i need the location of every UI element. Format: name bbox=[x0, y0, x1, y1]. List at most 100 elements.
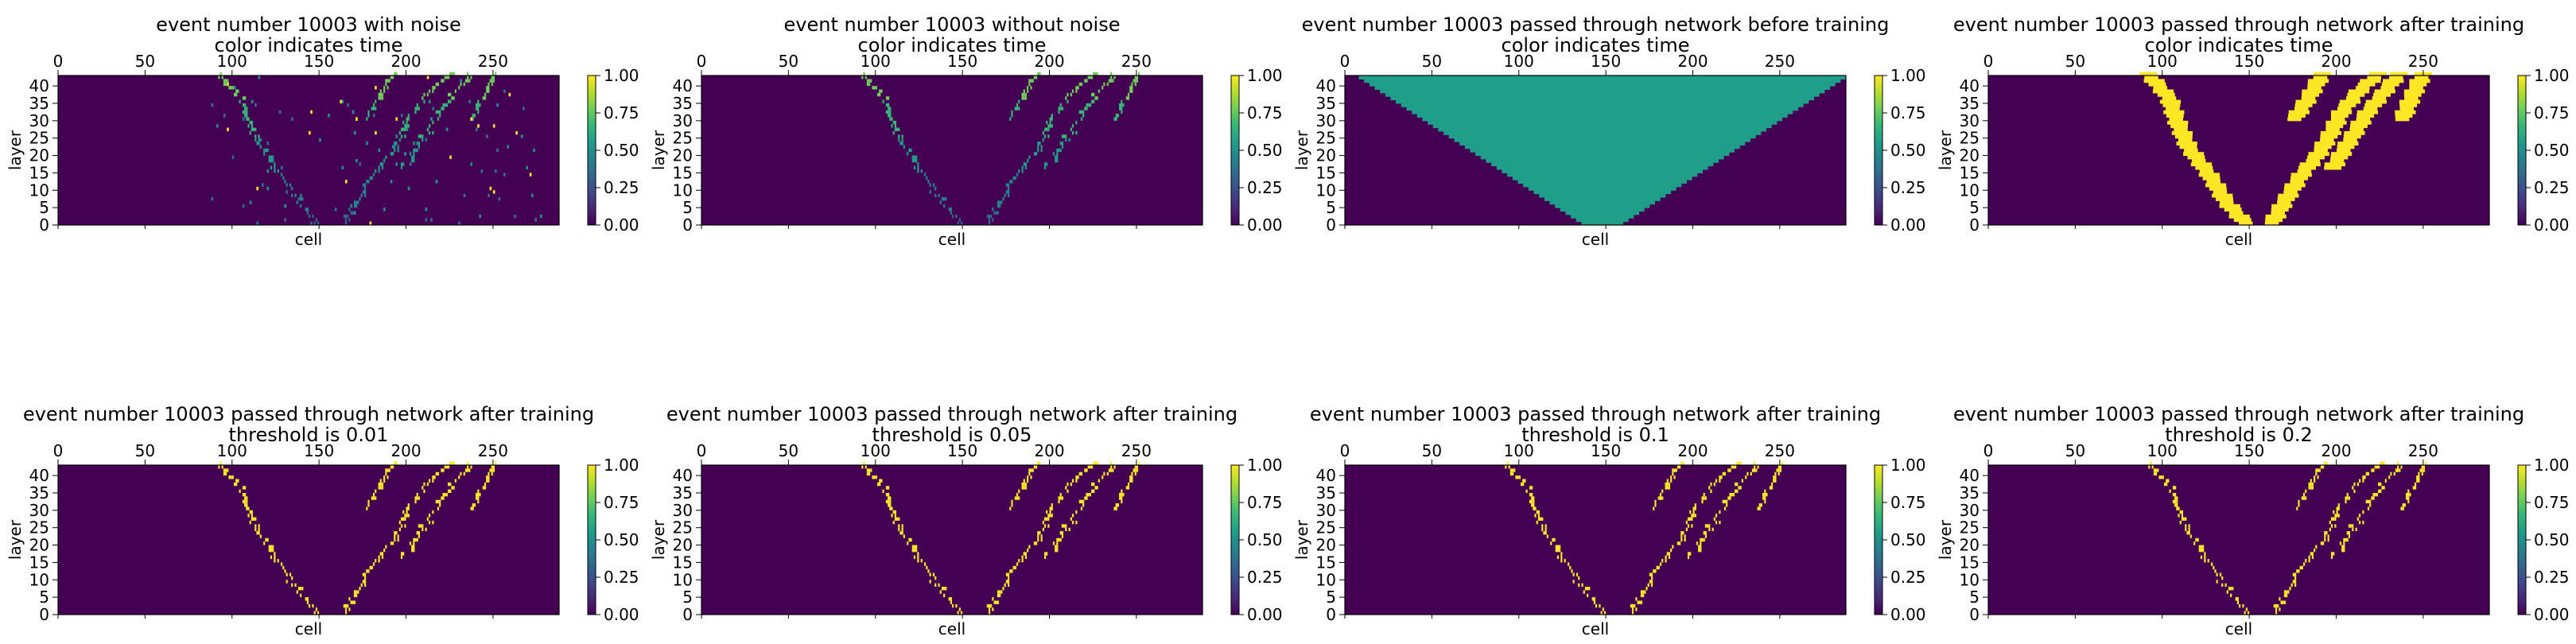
hit-cell bbox=[1691, 524, 1693, 528]
x-axis-label: cell bbox=[295, 619, 322, 638]
hit-cell bbox=[1654, 499, 1657, 504]
noise-cell bbox=[458, 221, 460, 225]
hit-cell bbox=[1701, 496, 1705, 500]
chart-panel: event number 10003 passed through networ… bbox=[1936, 403, 2570, 638]
hit-cell bbox=[1687, 517, 1692, 521]
hit-cell bbox=[1078, 471, 1083, 476]
hit-cell bbox=[312, 603, 314, 608]
colorbar bbox=[1875, 465, 1882, 615]
hit-cell bbox=[435, 110, 440, 114]
noise-cell bbox=[254, 103, 257, 107]
hit-cell bbox=[484, 482, 487, 487]
hit-cell bbox=[404, 524, 406, 528]
hit-cell bbox=[1067, 482, 1069, 487]
hit-cell bbox=[1067, 99, 1069, 103]
hit-cell bbox=[2189, 534, 2192, 538]
y-axis-label: layer bbox=[6, 130, 25, 170]
plot-background bbox=[58, 76, 559, 225]
hit-cell bbox=[1603, 611, 1607, 615]
hit-cell bbox=[296, 590, 298, 594]
band-cell bbox=[2143, 79, 2165, 83]
hit-cell bbox=[2324, 531, 2328, 535]
hit-cell bbox=[1588, 587, 1591, 591]
hit-cell bbox=[915, 545, 918, 549]
hit-cell bbox=[1018, 559, 1020, 563]
hit-cell bbox=[258, 527, 260, 532]
triangle-row bbox=[1412, 110, 1793, 114]
hit-cell bbox=[2412, 486, 2417, 490]
band-cell bbox=[2409, 82, 2427, 87]
hit-cell bbox=[1134, 82, 1136, 87]
band-cell bbox=[2356, 117, 2371, 122]
hit-cell bbox=[445, 103, 448, 107]
hit-cell bbox=[1032, 79, 1034, 83]
hit-cell bbox=[2371, 468, 2375, 472]
hit-cell bbox=[1033, 76, 1038, 80]
hit-cell bbox=[2275, 607, 2278, 611]
chart-title: threshold is 0.2 bbox=[2165, 424, 2313, 446]
hit-cell bbox=[449, 461, 453, 465]
hit-cell bbox=[2298, 503, 2300, 507]
hit-cell bbox=[1005, 183, 1010, 187]
hit-cell bbox=[888, 503, 892, 507]
hit-cell bbox=[2305, 496, 2307, 500]
hit-cell bbox=[1600, 611, 1603, 615]
hit-cell bbox=[437, 117, 440, 121]
hit-cell bbox=[1008, 583, 1010, 588]
hit-cell bbox=[1754, 465, 1756, 469]
hit-cell bbox=[470, 76, 472, 80]
noise-cell bbox=[529, 173, 532, 177]
band-cell bbox=[2301, 96, 2316, 101]
noise-cell bbox=[353, 211, 356, 215]
triangle-row bbox=[1428, 120, 1778, 125]
hit-cell bbox=[1647, 583, 1649, 588]
hit-cell bbox=[917, 559, 919, 563]
noise-cell bbox=[463, 193, 466, 198]
chart-title: color indicates time bbox=[2145, 34, 2333, 56]
hit-cell bbox=[242, 499, 247, 504]
hit-cell bbox=[2174, 496, 2178, 500]
hit-cell bbox=[889, 499, 892, 504]
hit-cell bbox=[1005, 572, 1010, 576]
hit-cell bbox=[2346, 537, 2349, 542]
hit-cell bbox=[1043, 165, 1047, 170]
hit-cell bbox=[894, 124, 896, 128]
noise-cell bbox=[488, 193, 490, 198]
hit-cell bbox=[482, 96, 487, 100]
hit-cell bbox=[470, 465, 472, 469]
hit-cell bbox=[272, 545, 274, 549]
hit-cell bbox=[1122, 103, 1125, 107]
band-cell bbox=[2162, 96, 2177, 101]
y-tick-label: 25 bbox=[1316, 129, 1336, 148]
hit-cell bbox=[344, 218, 348, 222]
hit-cell bbox=[1508, 465, 1510, 469]
colorbar-tick-label: 1.00 bbox=[604, 456, 639, 475]
hit-cell bbox=[1651, 576, 1653, 580]
hit-cell bbox=[2337, 514, 2340, 518]
hit-cell bbox=[1677, 541, 1681, 545]
hit-cell bbox=[378, 482, 382, 487]
hit-cell bbox=[1726, 503, 1728, 507]
band-cell bbox=[2277, 200, 2291, 205]
noise-cell bbox=[435, 180, 438, 184]
band-cell bbox=[2372, 96, 2387, 101]
hit-cell bbox=[1055, 155, 1059, 159]
hit-cell bbox=[463, 471, 465, 476]
noise-cell bbox=[425, 138, 428, 142]
hit-cell bbox=[1028, 545, 1031, 549]
hit-cell bbox=[1661, 496, 1664, 500]
triangle-row bbox=[1549, 200, 1655, 205]
band-cell bbox=[2271, 204, 2293, 208]
y-tick-label: 35 bbox=[29, 94, 49, 113]
hit-cell bbox=[1505, 465, 1507, 469]
hit-cell bbox=[2202, 548, 2205, 553]
hit-cell bbox=[1555, 548, 1560, 553]
y-tick-label: 15 bbox=[1316, 553, 1336, 572]
hit-cell bbox=[1046, 120, 1048, 125]
hit-cell bbox=[1058, 499, 1060, 504]
hit-cell bbox=[1653, 569, 1657, 573]
hit-cell bbox=[1533, 499, 1535, 504]
hit-cell bbox=[2207, 559, 2209, 563]
band-cell bbox=[2337, 107, 2352, 111]
noise-cell bbox=[390, 180, 393, 184]
